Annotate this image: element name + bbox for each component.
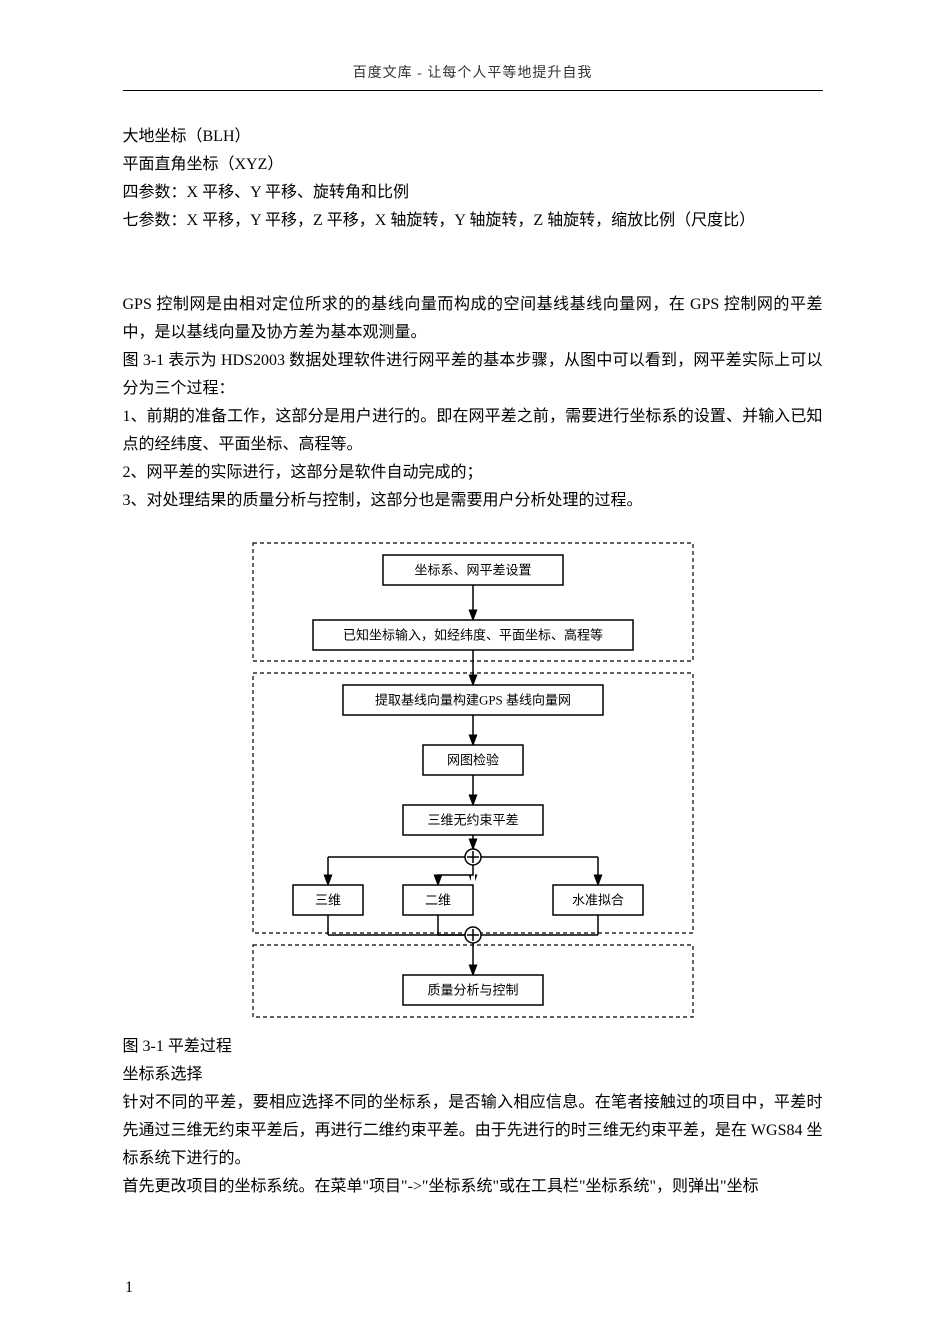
- svg-text:提取基线向量构建GPS 基线向量网: 提取基线向量构建GPS 基线向量网: [374, 693, 570, 708]
- para-9: 3、对处理结果的质量分析与控制，这部分也是需要用户分析处理的过程。: [123, 487, 823, 515]
- para-8: 2、网平差的实际进行，这部分是软件自动完成的；: [123, 459, 823, 487]
- para-4: 七参数：X 平移，Y 平移，Z 平移，X 轴旋转，Y 轴旋转，Z 轴旋转，缩放比…: [123, 207, 823, 235]
- svg-text:三维无约束平差: 三维无约束平差: [427, 813, 518, 828]
- para-11: 首先更改项目的坐标系统。在菜单"项目"->"坐标系统"或在工具栏"坐标系统"，则…: [123, 1173, 823, 1201]
- section-title: 坐标系选择: [123, 1061, 823, 1089]
- header-text: 百度文库 - 让每个人平等地提升自我: [0, 0, 945, 90]
- spacer: [123, 235, 823, 291]
- svg-text:网图检验: 网图检验: [446, 753, 498, 768]
- flowchart-svg: 坐标系、网平差设置已知坐标输入，如经纬度、平面坐标、高程等提取基线向量构建GPS…: [243, 535, 703, 1025]
- document-content: 大地坐标（BLH） 平面直角坐标（XYZ） 四参数：X 平移、Y 平移、旋转角和…: [123, 123, 823, 1201]
- para-2: 平面直角坐标（XYZ）: [123, 151, 823, 179]
- figure-caption: 图 3-1 平差过程: [123, 1033, 823, 1061]
- svg-text:水准拟合: 水准拟合: [571, 893, 623, 908]
- para-5: GPS 控制网是由相对定位所求的的基线向量而构成的空间基线基线向量网，在 GPS…: [123, 291, 823, 347]
- svg-text:质量分析与控制: 质量分析与控制: [427, 983, 518, 998]
- svg-text:坐标系、网平差设置: 坐标系、网平差设置: [414, 563, 531, 578]
- header-underline: [123, 90, 823, 91]
- para-3: 四参数：X 平移、Y 平移、旋转角和比例: [123, 179, 823, 207]
- svg-text:二维: 二维: [424, 893, 450, 908]
- svg-text:三维: 三维: [314, 893, 340, 908]
- para-1: 大地坐标（BLH）: [123, 123, 823, 151]
- page-number: 1: [125, 1279, 133, 1297]
- flowchart: 坐标系、网平差设置已知坐标输入，如经纬度、平面坐标、高程等提取基线向量构建GPS…: [243, 535, 703, 1025]
- para-10: 针对不同的平差，要相应选择不同的坐标系，是否输入相应信息。在笔者接触过的项目中，…: [123, 1089, 823, 1173]
- para-7: 1、前期的准备工作，这部分是用户进行的。即在网平差之前，需要进行坐标系的设置、并…: [123, 403, 823, 459]
- svg-text:已知坐标输入，如经纬度、平面坐标、高程等: 已知坐标输入，如经纬度、平面坐标、高程等: [342, 628, 602, 643]
- para-6: 图 3-1 表示为 HDS2003 数据处理软件进行网平差的基本步骤，从图中可以…: [123, 347, 823, 403]
